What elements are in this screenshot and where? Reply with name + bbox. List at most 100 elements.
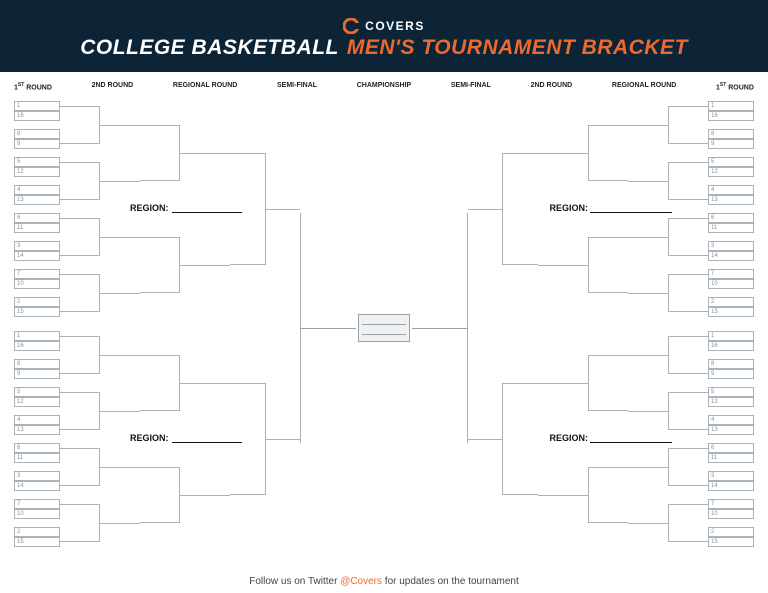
regional-winner-slot (266, 439, 300, 440)
r1-slot: 11 (14, 453, 60, 463)
brand-name: COVERS (365, 19, 425, 33)
brand-row: COVERS (343, 18, 425, 34)
r1-slot: 7 (708, 499, 754, 509)
r1-slot: 10 (14, 279, 60, 289)
col-1st-r: 1ST ROUND (716, 82, 754, 91)
r1-slot: 2 (708, 527, 754, 537)
r2-connector (668, 504, 708, 542)
r1-slot: 12 (14, 397, 60, 407)
title-part2: MEN'S TOURNAMENT BRACKET (347, 36, 688, 60)
region-label: REGION: (130, 433, 169, 443)
r2-slot (100, 237, 140, 238)
page-title: COLLEGE BASKETBALL MEN'S TOURNAMENT BRAC… (80, 36, 688, 60)
r1-slot: 7 (708, 269, 754, 279)
regional-winner-slot (468, 439, 502, 440)
r1-slot: 12 (708, 397, 754, 407)
r3-connector (140, 355, 180, 411)
r1-slot: 16 (14, 111, 60, 121)
r1-slot: 7 (14, 269, 60, 279)
region-label: REGION: (549, 433, 588, 443)
r1-slot: 9 (14, 139, 60, 149)
r2-slot (100, 467, 140, 468)
col-1st-l: 1ST ROUND (14, 82, 52, 91)
r1-slot: 1 (708, 331, 754, 341)
final-inner-line-2 (362, 334, 406, 335)
r3-connector (140, 125, 180, 181)
r2-slot (628, 411, 668, 412)
col-champ: CHAMPIONSHIP (357, 82, 411, 91)
r1-slot: 12 (708, 167, 754, 177)
r2-connector (668, 392, 708, 430)
r2-slot (100, 181, 140, 182)
r1-slot: 2 (708, 297, 754, 307)
r1-slot: 1 (708, 101, 754, 111)
r1-slot: 15 (14, 537, 60, 547)
footer-prefix: Follow us on Twitter (249, 576, 340, 587)
r1-slot: 9 (14, 369, 60, 379)
r2-slot (628, 237, 668, 238)
region-fill-line (590, 442, 672, 443)
r1-slot: 5 (14, 387, 60, 397)
r1-slot: 11 (14, 223, 60, 233)
r1-slot: 5 (708, 387, 754, 397)
region-fill-line (172, 442, 242, 443)
r4-connector (230, 383, 266, 495)
r1-slot: 12 (14, 167, 60, 177)
region-fill-line (172, 212, 242, 213)
r3-slot (538, 153, 588, 154)
r3-slot (180, 265, 230, 266)
r1-slot: 5 (14, 157, 60, 167)
r3-slot (180, 383, 230, 384)
r1-slot: 8 (708, 129, 754, 139)
r1-slot: 6 (14, 443, 60, 453)
r1-slot: 1 (14, 101, 60, 111)
r1-slot: 7 (14, 499, 60, 509)
r2-slot (100, 523, 140, 524)
brand-logo-icon (343, 18, 359, 34)
r1-slot: 10 (708, 279, 754, 289)
r2-connector (668, 106, 708, 144)
r1-slot: 10 (708, 509, 754, 519)
regional-winner-slot (468, 209, 502, 210)
region-label: REGION: (130, 203, 169, 213)
r1-slot: 14 (14, 481, 60, 491)
r3-slot (180, 495, 230, 496)
r2-slot (628, 125, 668, 126)
r1-slot: 15 (14, 307, 60, 317)
r3-connector (140, 237, 180, 293)
col-reg-r: REGIONAL ROUND (612, 82, 676, 91)
r3-connector (588, 355, 628, 411)
r4-connector (230, 153, 266, 265)
r1-slot: 11 (708, 223, 754, 233)
r2-connector (60, 504, 100, 542)
r3-connector (588, 125, 628, 181)
r1-slot: 4 (14, 415, 60, 425)
r1-slot: 8 (14, 129, 60, 139)
r2-connector (668, 336, 708, 374)
r1-slot: 4 (14, 185, 60, 195)
r1-slot: 16 (708, 111, 754, 121)
r1-slot: 5 (708, 157, 754, 167)
twitter-handle-link[interactable]: @Covers (340, 576, 382, 587)
final-slot-left (300, 328, 356, 329)
r1-slot: 14 (14, 251, 60, 261)
r2-slot (100, 411, 140, 412)
regional-winner-slot (266, 209, 300, 210)
r2-connector (60, 106, 100, 144)
r1-slot: 13 (708, 425, 754, 435)
r2-slot (628, 181, 668, 182)
r2-connector (60, 336, 100, 374)
final-inner-line-1 (362, 324, 406, 325)
r3-connector (588, 467, 628, 523)
r1-slot: 6 (708, 213, 754, 223)
region-label: REGION: (549, 203, 588, 213)
col-2nd-l: 2ND ROUND (92, 82, 134, 91)
r1-slot: 9 (708, 369, 754, 379)
r2-slot (628, 523, 668, 524)
r2-slot (100, 293, 140, 294)
r3-slot (538, 265, 588, 266)
r2-connector (60, 162, 100, 200)
r1-slot: 13 (708, 195, 754, 205)
col-reg-l: REGIONAL ROUND (173, 82, 237, 91)
r1-slot: 6 (14, 213, 60, 223)
